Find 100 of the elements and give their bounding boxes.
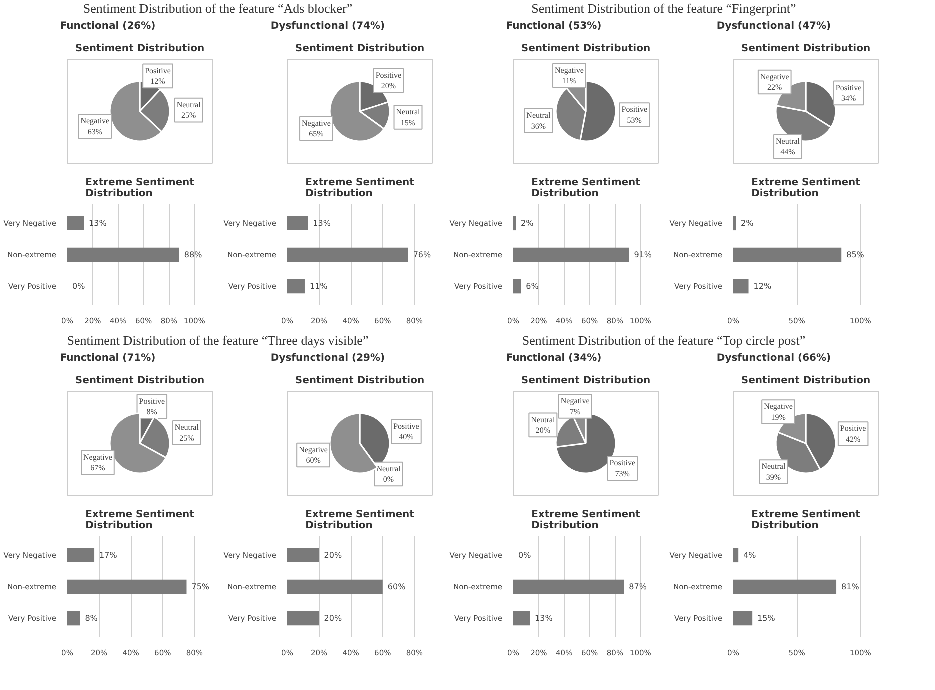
slice-label: Positive	[376, 70, 402, 80]
data-label: 8%	[146, 408, 158, 417]
slice-label: Neutral	[396, 108, 422, 117]
bar	[514, 216, 516, 231]
bar	[288, 216, 308, 231]
chart-title: Extreme Sentiment Distribution	[752, 510, 861, 532]
slice-label: Neutral	[174, 423, 200, 432]
data-label: 20%	[381, 82, 396, 91]
data-label: 13%	[535, 614, 554, 624]
bar	[514, 248, 630, 262]
bar	[514, 279, 522, 294]
data-label: 91%	[634, 250, 652, 260]
data-label: 19%	[771, 412, 786, 422]
data-label: 65%	[309, 130, 324, 139]
bar	[734, 279, 749, 294]
data-label: 67%	[90, 464, 106, 473]
bar	[734, 580, 837, 594]
data-label: 39%	[766, 472, 782, 482]
slice-label: Neutral	[531, 415, 556, 424]
data-label: 44%	[780, 148, 796, 157]
data-label: 87%	[629, 582, 648, 592]
chart-title: Sentiment Distribution	[75, 376, 205, 386]
text: Sentiment Distribution of the feature “Ads blocker”	[83, 0, 353, 18]
chart-title: Sentiment Distribution	[741, 44, 871, 54]
text: 0%	[383, 475, 394, 484]
text: Dysfunctional (74%)	[270, 20, 386, 34]
data-label: 20%	[324, 614, 342, 624]
chart-title: Sentiment Distribution	[521, 376, 651, 386]
data-label: 6%	[526, 282, 540, 292]
data-label: 15%	[758, 614, 776, 624]
data-label: 42%	[846, 434, 861, 444]
slice-label: Negative	[764, 402, 794, 412]
text: Functional (34%)	[506, 352, 602, 366]
data-label: 73%	[615, 470, 630, 479]
slice-label: Neutral	[526, 111, 552, 120]
slice-label: Positive	[145, 66, 172, 76]
slice-label: Positive	[139, 396, 166, 406]
data-label: 7%	[570, 407, 582, 416]
slice-label: Negative	[560, 396, 590, 406]
chart-title: Extreme Sentiment Distribution	[532, 178, 641, 200]
chart-title: Extreme Sentiment Distribution	[306, 178, 415, 200]
bar	[68, 580, 187, 594]
data-label: 36%	[531, 122, 546, 131]
text: Dysfunctional (47%)	[716, 20, 832, 34]
chart-title: Extreme Sentiment Distribution	[752, 178, 861, 200]
slice-label: Positive	[836, 83, 862, 92]
data-label: 2%	[521, 218, 534, 228]
data-label: 76%	[413, 250, 432, 260]
chart-title: Extreme Sentiment Distribution	[86, 178, 195, 200]
data-label: 11%	[310, 282, 328, 292]
slice-label: Positive	[394, 422, 420, 431]
data-label: 11%	[562, 76, 577, 86]
data-label: 60%	[388, 582, 406, 592]
data-label: 34%	[841, 94, 856, 104]
slice-label: Positive	[610, 458, 636, 468]
slice-label: Neutral	[762, 462, 786, 472]
text: Dysfunctional (29%)	[270, 352, 386, 366]
slice-label: Negative	[555, 66, 584, 75]
slice-label: Neutral	[776, 136, 801, 146]
slice-label: Negative	[760, 72, 790, 82]
slice-label: Positive	[840, 424, 867, 434]
slice-label: Negative	[299, 445, 328, 454]
bar	[734, 548, 739, 563]
data-label: 12%	[150, 77, 166, 86]
data-label: 17%	[100, 550, 118, 560]
data-label: 13%	[89, 218, 108, 228]
data-label: 2%	[741, 218, 754, 228]
data-label: 4%	[744, 550, 757, 560]
slice-label: Negative	[84, 452, 113, 462]
bar	[734, 248, 842, 262]
data-label: 75%	[192, 582, 210, 592]
data-label: 0%	[72, 282, 86, 292]
data-label: 25%	[180, 434, 195, 443]
data-label: 22%	[768, 83, 783, 92]
chart-title: Sentiment Distribution	[295, 376, 425, 386]
slice-label: Negative	[80, 116, 110, 126]
chart-title: Sentiment Distribution	[295, 44, 425, 54]
text: Sentiment Distribution of the feature “Top circle post”	[522, 332, 806, 350]
data-label: 60%	[306, 456, 322, 466]
slice-label: Negative	[302, 118, 332, 128]
chart-title: Extreme Sentiment Distribution	[532, 510, 641, 532]
data-label: 88%	[184, 250, 203, 260]
text: Functional (26%)	[60, 20, 156, 34]
bar	[68, 548, 95, 563]
chart-title: Sentiment Distribution	[741, 376, 871, 386]
data-label: 20%	[536, 426, 551, 436]
chart-title: Extreme Sentiment Distribution	[86, 510, 195, 532]
data-label: 13%	[313, 218, 332, 228]
text: Functional (71%)	[60, 352, 156, 366]
data-label: 0%	[518, 550, 532, 560]
bar	[734, 216, 736, 231]
bar	[68, 611, 80, 626]
bar	[288, 248, 408, 262]
slice-label: Positive	[622, 105, 648, 114]
data-label: 63%	[88, 127, 103, 136]
chart-title: Sentiment Distribution	[75, 44, 205, 54]
data-label: 25%	[182, 111, 197, 120]
data-label: 12%	[754, 282, 772, 292]
data-label: 85%	[846, 250, 865, 260]
data-label: 81%	[842, 582, 860, 592]
